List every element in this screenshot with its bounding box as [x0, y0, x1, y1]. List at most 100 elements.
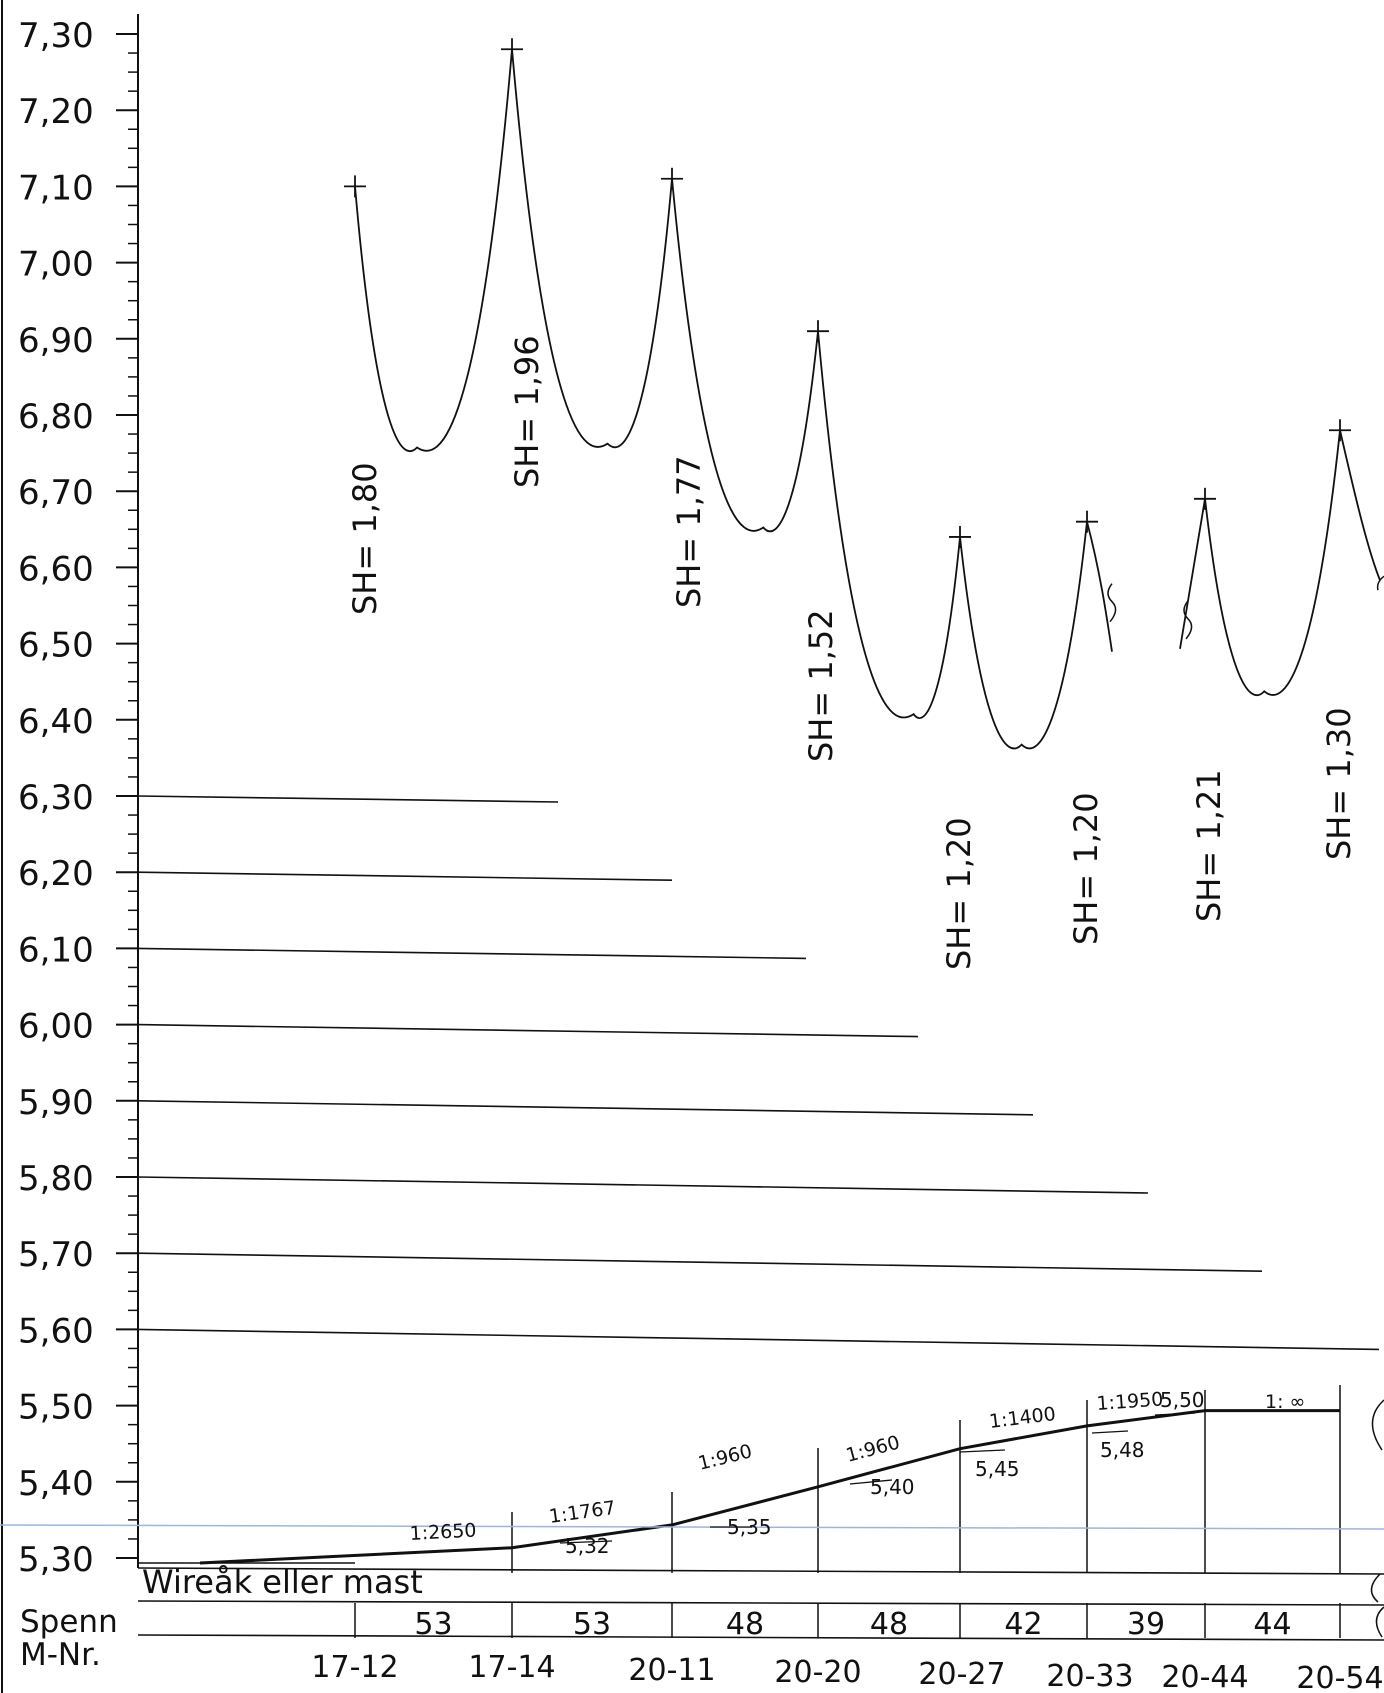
guide-line [0, 1524, 1384, 1530]
reference-line [137, 1023, 919, 1038]
wire-span [1204, 430, 1341, 696]
y-tick-label: 7,20 [18, 92, 94, 132]
elevation-leader [1091, 1430, 1129, 1434]
reference-line [137, 1328, 1380, 1351]
mast-number: 20-27 [918, 1657, 1005, 1692]
elevation-label: 5,40 [870, 1475, 915, 1499]
y-tick-label: 5,60 [18, 1311, 94, 1351]
y-tick-label: 5,80 [18, 1159, 94, 1199]
row-label-span: Spenn [20, 1604, 118, 1640]
y-axis: 7,30 7,20 7,10 7,00 6,90 6,80 6,70 6,60 6,50 6,40… [1, 0, 139, 1693]
y-tick-label: 6,00 [18, 1007, 94, 1047]
row-label-mast: M-Nr. [20, 1637, 101, 1673]
span-value: 48 [870, 1607, 908, 1642]
wire-span-partial [1179, 498, 1206, 649]
elevation-label: 5,50 [1160, 1388, 1205, 1412]
gradient-label: 1:1400 [988, 1403, 1057, 1433]
break-mark [1183, 600, 1193, 640]
y-tick-label: 5,30 [18, 1540, 94, 1580]
gradient-label: 1:2650 [409, 1520, 477, 1545]
table-row-line [137, 1634, 1384, 1641]
span-value: 42 [1004, 1607, 1042, 1642]
reference-line [137, 871, 673, 881]
sag-label: SH= 1,30 [1320, 707, 1358, 860]
mast-number: 20-44 [1161, 1660, 1248, 1693]
span-value: 44 [1253, 1607, 1291, 1642]
mast-number: 20-33 [1046, 1659, 1133, 1693]
y-tick-label: 6,30 [18, 778, 94, 818]
sag-labels: SH= 1,80 SH= 1,96 SH= 1,77 SH= 1,52 SH= 1,20… [346, 335, 1358, 970]
break-mark [1370, 1573, 1381, 1603]
break-mark [1371, 1399, 1384, 1451]
wire-span [959, 521, 1088, 750]
reference-line [137, 947, 807, 960]
elevation-label: 5,35 [727, 1515, 772, 1539]
reference-line [137, 1252, 1263, 1272]
mast-number: 20-11 [628, 1653, 715, 1688]
contact-wire-curve [344, 38, 1384, 750]
y-tick-label: 7,00 [18, 245, 94, 285]
sag-label: SH= 1,96 [508, 335, 546, 488]
mast-number: 20-20 [774, 1655, 861, 1690]
mast-number: 17-14 [468, 1650, 555, 1685]
y-tick-label: 6,20 [18, 854, 94, 894]
sag-label: SH= 1,21 [1190, 769, 1228, 922]
break-mark [1107, 583, 1117, 623]
wire-span [354, 49, 513, 452]
y-tick-label: 7,10 [18, 168, 94, 208]
span-value: 53 [573, 1607, 611, 1642]
gradient-label: 1: ∞ [1265, 1391, 1305, 1413]
elevation-label: 5,32 [565, 1534, 610, 1558]
span-value: 53 [414, 1607, 452, 1642]
y-tick-label: 6,40 [18, 702, 94, 742]
span-value: 39 [1127, 1607, 1165, 1642]
reference-line [137, 1176, 1149, 1194]
wire-span-partial [1339, 430, 1381, 581]
mast-number: 20-54 [1296, 1661, 1383, 1693]
table-row-line [137, 1567, 1384, 1575]
wire-span [671, 178, 819, 533]
sag-label: SH= 1,20 [1067, 792, 1105, 945]
reference-line [137, 795, 559, 803]
y-tick-label: 6,80 [18, 397, 94, 437]
y-tick-label: 6,60 [18, 549, 94, 589]
span-value: 48 [726, 1607, 764, 1642]
row-label-wire: Wireåk eller mast [142, 1563, 423, 1601]
elevation-label: 5,48 [1100, 1438, 1145, 1462]
wire-span-partial [1086, 521, 1113, 652]
wire-span [817, 331, 961, 719]
track-gradient-line [199, 1409, 1340, 1565]
y-tick-label: 6,70 [18, 473, 94, 513]
gradient-label: 1:1950 [1096, 1388, 1164, 1415]
y-tick-label: 7,30 [18, 16, 94, 56]
break-mark [1375, 1606, 1384, 1638]
wire-span [511, 49, 673, 449]
gradient-label: 1:1767 [548, 1497, 617, 1528]
y-tick-label: 6,90 [18, 321, 94, 361]
mast-number: 17-12 [311, 1650, 398, 1685]
reference-line [137, 1100, 1034, 1116]
break-mark [1376, 575, 1384, 591]
gradient-label: 1:960 [696, 1440, 754, 1475]
sag-label: SH= 1,77 [670, 455, 708, 608]
sag-label: SH= 1,20 [940, 817, 978, 970]
elevation-leader [849, 1479, 893, 1485]
y-tick-label: 6,50 [18, 626, 94, 666]
elevation-leader [559, 1540, 613, 1544]
y-tick-label: 5,50 [18, 1388, 94, 1428]
y-tick-label: 6,10 [18, 930, 94, 970]
gradient-label: 1:960 [844, 1431, 903, 1466]
elevation-leader [1154, 1412, 1196, 1416]
track-profile: 1:2650 1:1767 1:960 1:960 1:1400 1:1950 1: ∞ 5,… [0, 1385, 1384, 1573]
y-tick-label: 5,90 [18, 1083, 94, 1123]
y-tick-label: 5,70 [18, 1235, 94, 1275]
elevation-leader [959, 1449, 1006, 1453]
reference-lines [137, 795, 1380, 1351]
sag-label: SH= 1,52 [802, 609, 840, 762]
sag-label: SH= 1,80 [346, 462, 384, 615]
y-tick-label: 5,40 [18, 1464, 94, 1504]
table-row-line [137, 1600, 1384, 1606]
elevation-label: 5,45 [975, 1457, 1020, 1481]
